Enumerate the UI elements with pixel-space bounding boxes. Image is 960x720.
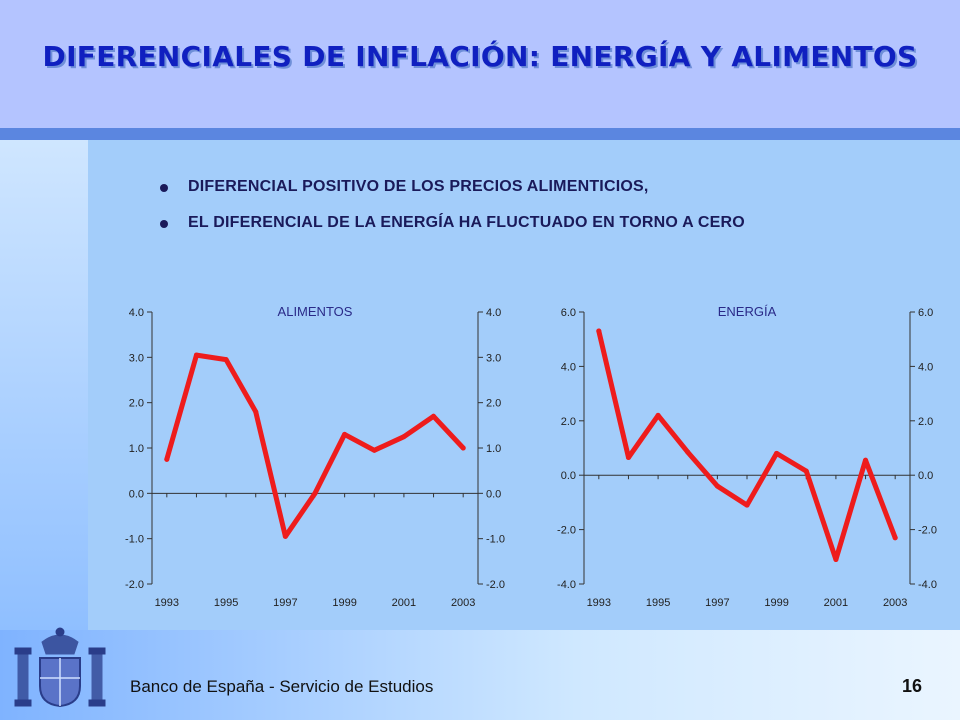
data-point <box>460 445 466 451</box>
y-tick-label-right: 2.0 <box>486 398 501 410</box>
data-point <box>774 450 780 456</box>
x-tick-label: 2003 <box>883 597 907 609</box>
y-tick-label-right: 0.0 <box>918 470 933 482</box>
bullet-item: DIFERENCIAL POSITIVO DE LOS PRECIOS ALIM… <box>160 178 940 200</box>
x-tick-label: 2001 <box>392 597 416 609</box>
y-tick-label-left: -2.0 <box>557 525 576 537</box>
y-tick-label-left: 1.0 <box>129 443 144 455</box>
header-divider <box>0 128 960 140</box>
data-point <box>833 557 839 563</box>
bullet-text: DIFERENCIAL POSITIVO DE LOS PRECIOS ALIM… <box>188 178 649 195</box>
y-tick-label-right: -1.0 <box>486 534 505 546</box>
y-tick-label-right: 2.0 <box>918 416 933 428</box>
bullet-list: DIFERENCIAL POSITIVO DE LOS PRECIOS ALIM… <box>160 178 940 250</box>
data-point <box>744 502 750 508</box>
chart-energia-svg: 6.0 6.0 4.0 4.0 2.0 2.0 0.0 0.0 -2.0 -2.0 -4.0 -4.0… <box>557 304 937 609</box>
data-point <box>371 447 377 453</box>
data-point <box>164 456 170 462</box>
data-point <box>223 357 229 363</box>
data-point <box>685 449 691 455</box>
x-tick-label: 1993 <box>587 597 611 609</box>
series-line <box>596 328 898 562</box>
y-tick-label-left: -4.0 <box>557 579 576 591</box>
data-point <box>312 490 318 496</box>
y-tick-label-left: 6.0 <box>561 307 576 319</box>
y-tick-label-right: 6.0 <box>918 307 933 319</box>
y-tick-label-left: 0.0 <box>561 470 576 482</box>
footer-text: Banco de España - Servicio de Estudios <box>130 677 434 696</box>
x-tick-label: 2003 <box>451 597 475 609</box>
header-band <box>0 0 960 128</box>
data-point <box>431 413 437 419</box>
data-point <box>342 431 348 437</box>
chart-energia: 6.0 6.0 4.0 4.0 2.0 2.0 0.0 0.0 -2.0 -2.0 -4.0 -4.0… <box>540 296 952 618</box>
y-tick-label-right: 3.0 <box>486 352 501 364</box>
y-tick-label-left: -2.0 <box>125 579 144 591</box>
x-tick-label: 1993 <box>155 597 179 609</box>
x-tick-label: 1995 <box>646 597 670 609</box>
chart-title: ENERGÍA <box>718 304 777 319</box>
data-point <box>863 457 869 463</box>
data-point <box>655 412 661 418</box>
y-tick-label-right: -2.0 <box>918 525 937 537</box>
data-point <box>892 535 898 541</box>
data-point <box>596 328 602 334</box>
page-number: 16 <box>902 676 923 696</box>
x-tick-label: 1999 <box>332 597 356 609</box>
data-point <box>803 468 809 474</box>
y-tick-label-right: -2.0 <box>486 579 505 591</box>
data-point <box>253 409 259 415</box>
y-tick-label-right: 0.0 <box>486 488 501 500</box>
bullet-item: EL DIFERENCIAL DE LA ENERGÍA HA FLUCTUAD… <box>160 214 940 236</box>
y-tick-label-right: -4.0 <box>918 579 937 591</box>
series-line <box>164 352 466 539</box>
data-point <box>714 483 720 489</box>
content-panel <box>88 140 960 630</box>
chart-alimentos-svg: 4.0 4.0 3.0 3.0 2.0 2.0 1.0 1.0 0.0 0.0 -1.0 -1.0 -2… <box>125 304 505 609</box>
coat-of-arms-icon <box>14 627 106 708</box>
bullet-dot-icon <box>160 184 168 192</box>
x-tick-label: 1995 <box>214 597 238 609</box>
data-point <box>401 434 407 440</box>
data-point <box>282 533 288 539</box>
y-tick-label-left: 4.0 <box>129 307 144 319</box>
footer-band <box>0 630 960 720</box>
x-tick-label: 1999 <box>764 597 788 609</box>
chart-title: ALIMENTOS <box>278 304 353 319</box>
y-tick-label-left: 3.0 <box>129 352 144 364</box>
x-tick-label: 2001 <box>824 597 848 609</box>
x-tick-label: 1997 <box>273 597 297 609</box>
y-tick-label-left: -1.0 <box>125 534 144 546</box>
y-tick-label-left: 4.0 <box>561 361 576 373</box>
page-title: DIFERENCIALES DE INFLACIÓN: ENERGÍA Y AL… <box>42 40 918 73</box>
bullet-text: EL DIFERENCIAL DE LA ENERGÍA HA FLUCTUAD… <box>188 214 745 231</box>
y-tick-label-left: 2.0 <box>561 416 576 428</box>
data-point <box>193 352 199 358</box>
left-strip <box>0 140 88 630</box>
chart-alimentos: 4.0 4.0 3.0 3.0 2.0 2.0 1.0 1.0 0.0 0.0 -1.0 -1.0 -2… <box>108 296 520 618</box>
y-tick-label-left: 2.0 <box>129 398 144 410</box>
y-tick-label-right: 4.0 <box>486 307 501 319</box>
y-tick-label-right: 1.0 <box>486 443 501 455</box>
x-tick-label: 1997 <box>705 597 729 609</box>
y-tick-label-right: 4.0 <box>918 361 933 373</box>
bullet-dot-icon <box>160 220 168 228</box>
y-tick-label-left: 0.0 <box>129 488 144 500</box>
data-point <box>625 455 631 461</box>
